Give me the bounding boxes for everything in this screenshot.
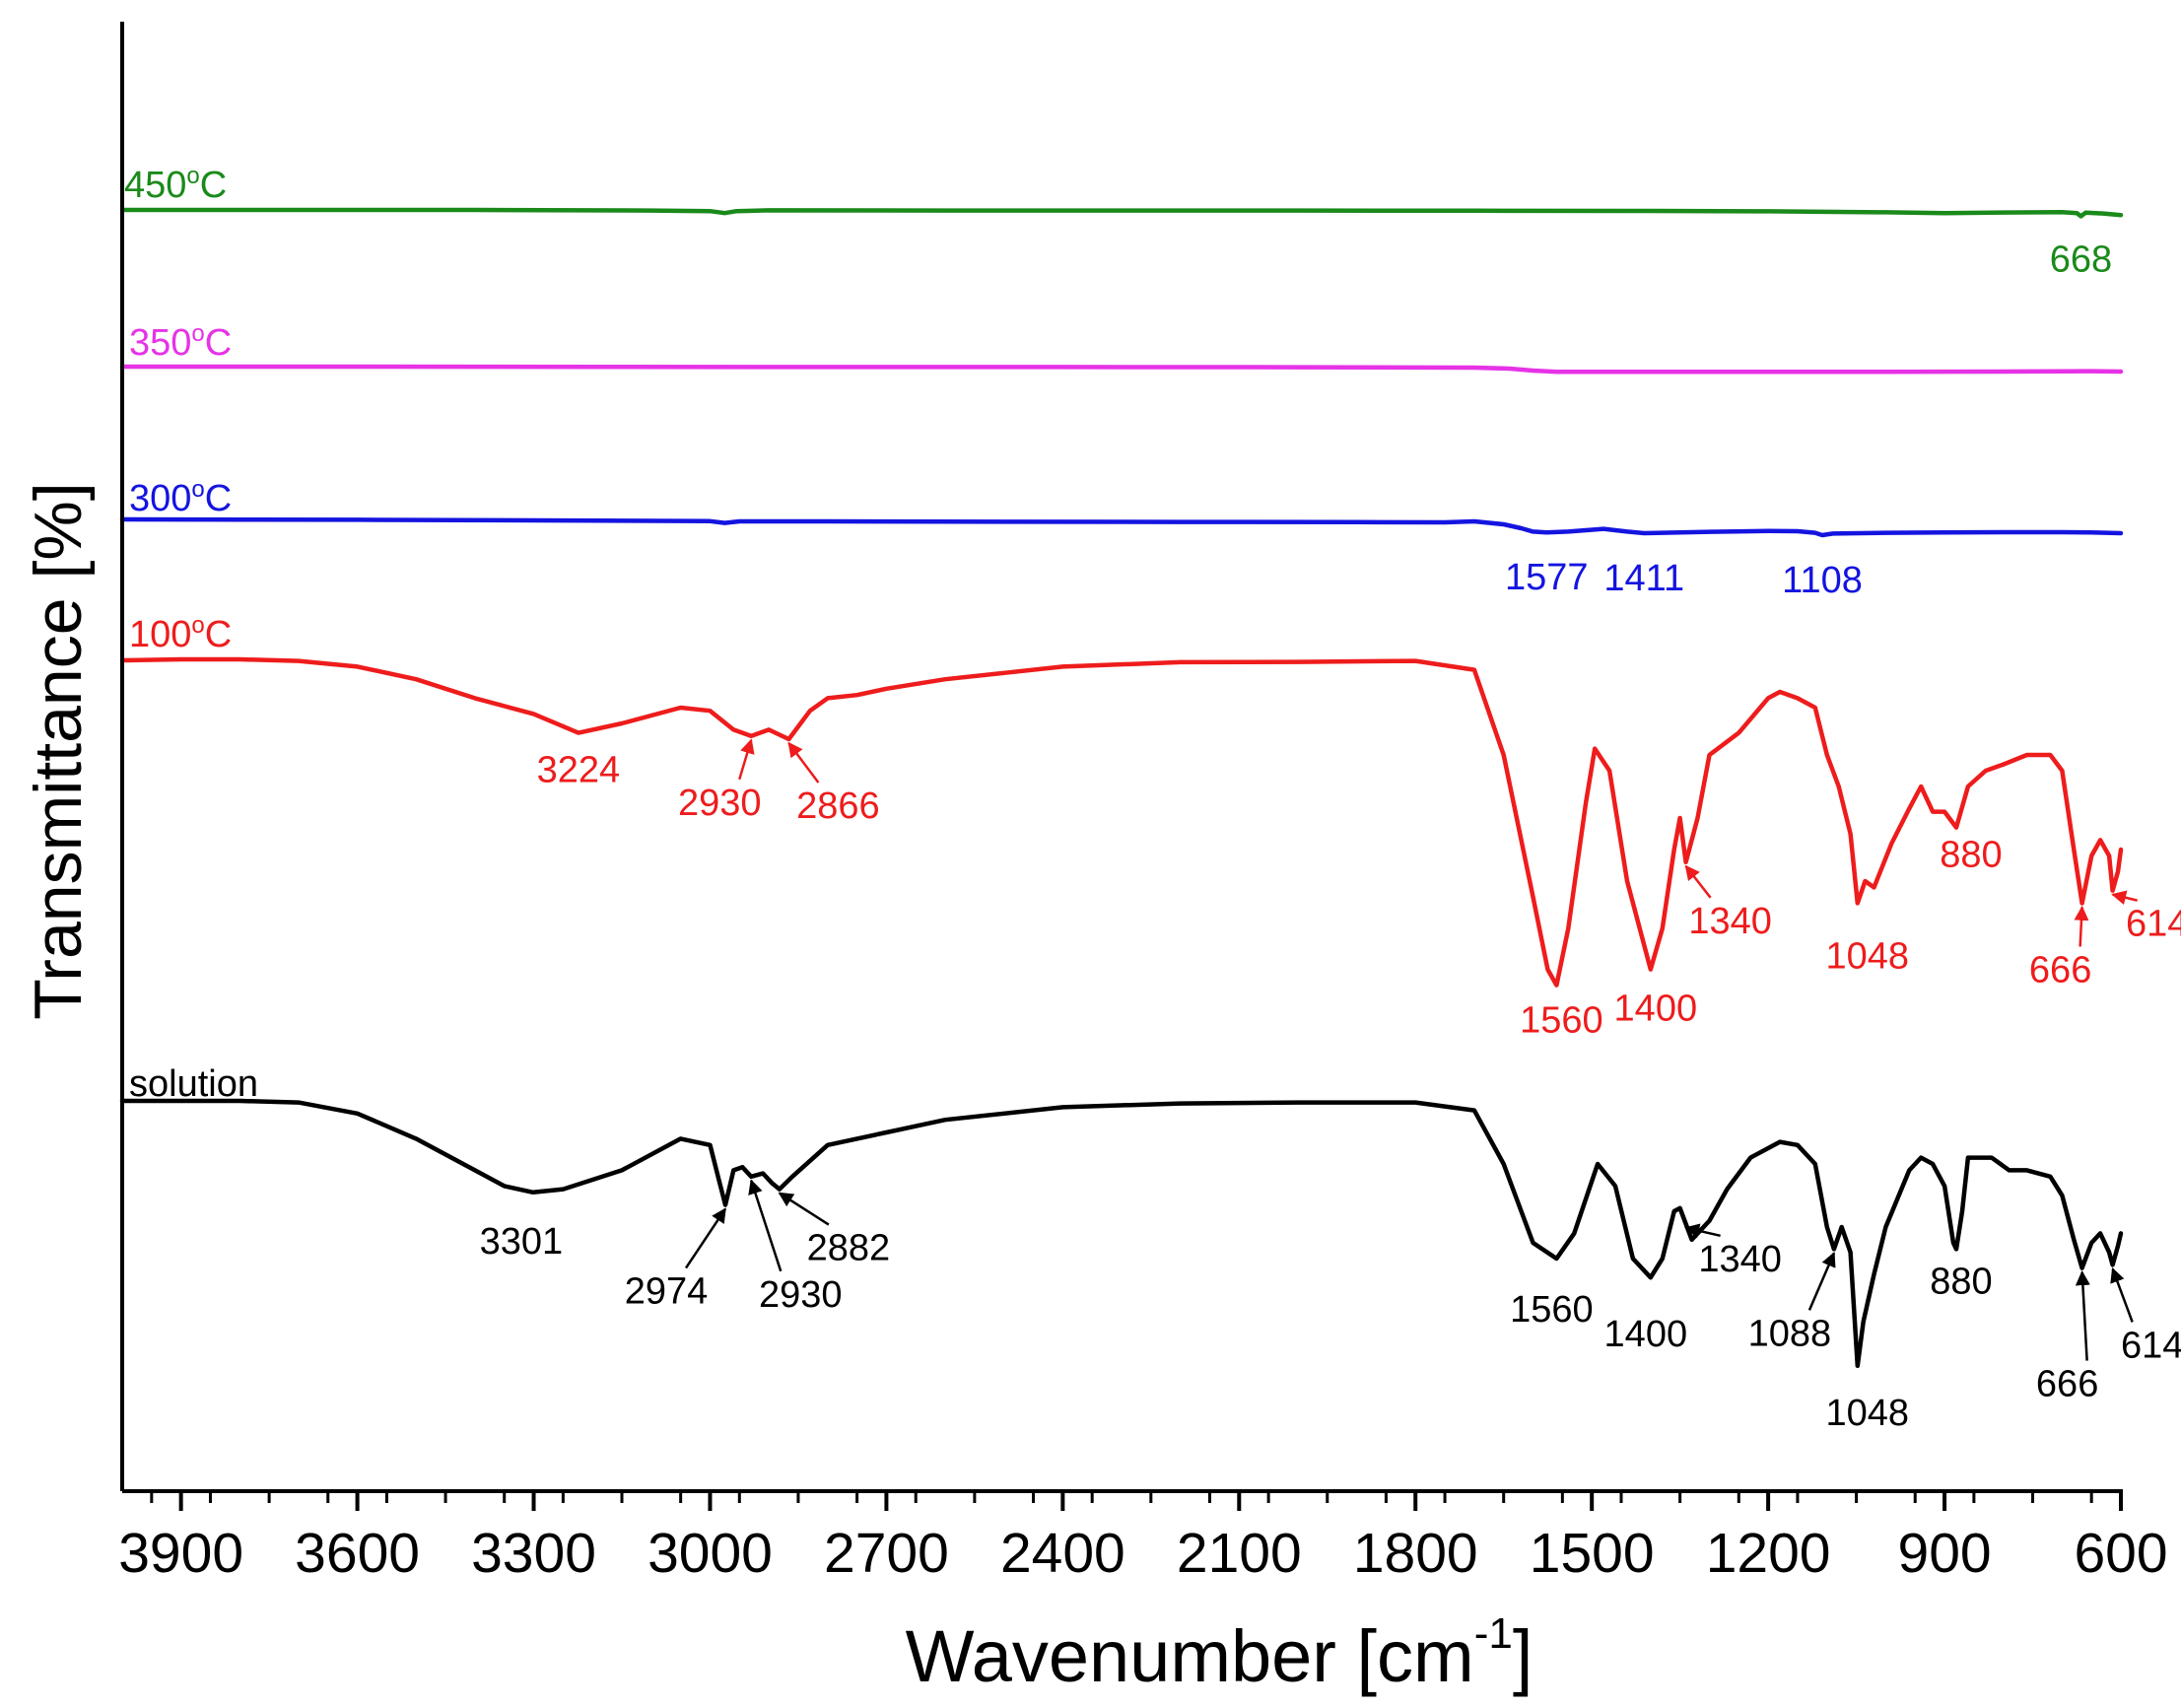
peak-label-100-3224: 3224 [537,750,621,791]
x-tick-label: 3000 [647,1522,773,1585]
peak-label-solution-1340: 1340 [1698,1239,1782,1280]
peak-label-100-1400: 1400 [1614,989,1698,1030]
peak-label-100-2930: 2930 [678,783,762,824]
peak-label-300-1577: 1577 [1505,557,1589,598]
series-label-100: 100oC [129,612,232,655]
series-label-300: 300oC [129,476,232,519]
peak-label-solution-1048: 1048 [1826,1393,1910,1434]
peak-label-solution-2974: 2974 [625,1271,709,1313]
x-axis-title-end: ] [1513,1615,1534,1697]
peak-label-solution-1560: 1560 [1510,1289,1594,1331]
x-tick-label: 3900 [118,1522,243,1585]
peak-label-solution-880: 880 [1930,1261,1992,1302]
x-tick-label: 1200 [1706,1522,1831,1585]
series-label-main: 100 [129,614,191,655]
series-label-degree: o [191,476,204,503]
series-label-350: 350oC [129,320,232,364]
peak-label-solution-2930: 2930 [759,1274,843,1316]
peak-arrow-solution-666 [2075,1270,2090,1361]
series-label-unit: C [205,614,232,655]
series-line-100 [119,656,2124,988]
peak-arrow-solution-2882 [778,1192,830,1226]
peak-label-100-1048: 1048 [1826,935,1910,977]
series-label-solution: solution [129,1063,258,1105]
x-axis-title: Wavenumber [cm-1] [906,1609,1534,1697]
series-label-unit: C [200,165,227,206]
series-line-300 [119,516,2124,538]
x-tick-label: 3300 [471,1522,596,1585]
peak-arrow-solution-2974 [684,1207,727,1269]
peak-label-100-1560: 1560 [1520,1000,1603,1042]
peak-arrow-100-1340 [1684,864,1712,899]
x-tick-label: 1800 [1353,1522,1478,1585]
series-line-450 [119,207,2124,219]
x-axis-title-main: Wavenumber [cm [906,1615,1474,1697]
peak-arrow-100-666 [2074,905,2089,947]
series-label-main: 350 [129,322,191,364]
peak-arrow-100-2930 [738,738,755,781]
series-line-solution [119,1098,2124,1369]
peak-label-100-2866: 2866 [796,786,880,827]
peak-label-450-668: 668 [2050,239,2112,280]
peak-label-300-1108: 1108 [1782,560,1863,601]
peak-label-solution-3301: 3301 [480,1221,564,1263]
series-label-unit: C [205,322,232,364]
x-tick-label: 600 [2074,1522,2167,1585]
peak-label-solution-1088: 1088 [1748,1313,1832,1354]
axes: 3900 3600 3300 3000 2700 2400 2100 1800 1500 1200… [118,22,2168,1585]
x-tick-label: 1500 [1530,1522,1655,1585]
peak-label-300-1411: 1411 [1603,558,1684,599]
peak-arrow-solution-1340 [1684,1223,1721,1239]
peak-arrow-solution-2930 [748,1179,783,1272]
y-axis-title: Transmittance [%] [21,482,96,1019]
peak-arrow-solution-1088 [1807,1252,1836,1311]
peak-arrow-100-614 [2111,890,2138,906]
x-tick-label: 2100 [1177,1522,1302,1585]
series-label-degree: o [186,163,199,189]
peak-label-solution-666: 666 [2036,1364,2098,1405]
peak-label-100-880: 880 [1940,835,2002,876]
peak-label-solution-614: 614 [2121,1325,2181,1366]
series-label-450: 450oC [124,163,227,206]
series-line-350 [119,364,2124,375]
peak-label-100-666: 666 [2029,949,2091,991]
series-label-degree: o [191,320,204,347]
x-tick-label: 3600 [295,1522,420,1585]
x-axis-title-superscript: -1 [1474,1609,1513,1658]
x-tick-label: 2400 [1000,1522,1125,1585]
peak-arrow-solution-614 [2110,1266,2134,1323]
x-tick-label: 900 [1898,1522,1992,1585]
series-label-degree: o [191,612,204,639]
x-tick-label: 2700 [824,1522,949,1585]
peak-label-100-614: 614 [2126,904,2181,945]
series-label-main: solution [129,1063,258,1105]
series-label-main: 300 [129,478,191,519]
series-label-main: 450 [124,165,186,206]
peak-label-100-1340: 1340 [1688,901,1772,942]
series-label-unit: C [205,478,232,519]
peak-label-solution-1400: 1400 [1604,1314,1688,1355]
peak-arrow-100-2866 [787,741,820,784]
peak-label-solution-2882: 2882 [807,1228,891,1269]
